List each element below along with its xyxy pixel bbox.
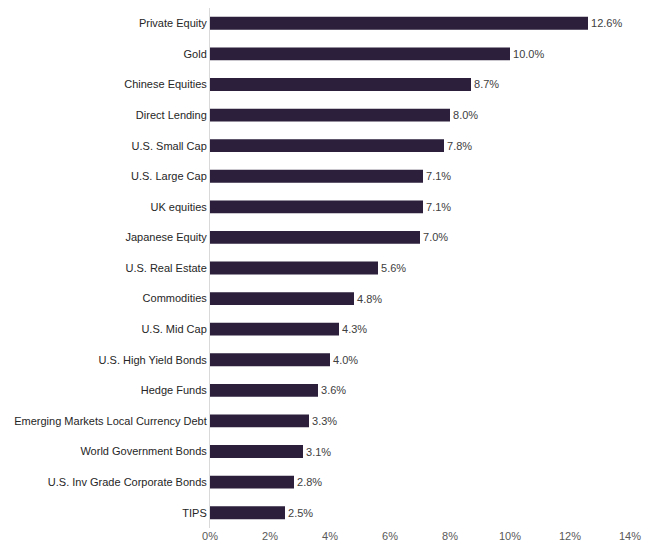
svg-text:10.0%: 10.0%	[513, 48, 544, 60]
svg-text:Direct Lending: Direct Lending	[136, 109, 207, 121]
svg-text:4.8%: 4.8%	[357, 293, 382, 305]
svg-text:Japanese Equity: Japanese Equity	[125, 231, 207, 243]
svg-text:8.7%: 8.7%	[474, 78, 499, 90]
svg-text:U.S. Small Cap: U.S. Small Cap	[132, 140, 207, 152]
svg-text:4%: 4%	[322, 530, 338, 542]
svg-text:2.8%: 2.8%	[297, 476, 322, 488]
svg-text:7.1%: 7.1%	[426, 201, 451, 213]
svg-text:14%: 14%	[619, 530, 641, 542]
svg-text:3.6%: 3.6%	[321, 384, 346, 396]
svg-text:5.6%: 5.6%	[381, 262, 406, 274]
svg-text:7.8%: 7.8%	[447, 140, 472, 152]
svg-text:U.S. Mid Cap: U.S. Mid Cap	[141, 323, 206, 335]
svg-text:U.S. Inv Grade Corporate Bonds: U.S. Inv Grade Corporate Bonds	[48, 476, 207, 488]
svg-text:10%: 10%	[499, 530, 521, 542]
svg-text:7.0%: 7.0%	[423, 231, 448, 243]
svg-text:8%: 8%	[442, 530, 458, 542]
svg-text:3.1%: 3.1%	[306, 446, 331, 458]
svg-text:Commodities: Commodities	[143, 292, 208, 304]
svg-text:0%: 0%	[202, 530, 218, 542]
svg-text:4.3%: 4.3%	[342, 323, 367, 335]
svg-text:Private Equity: Private Equity	[139, 17, 207, 29]
svg-text:4.0%: 4.0%	[333, 354, 358, 366]
svg-text:Gold: Gold	[184, 48, 207, 60]
svg-text:7.1%: 7.1%	[426, 170, 451, 182]
svg-text:U.S. Large Cap: U.S. Large Cap	[131, 170, 207, 182]
svg-text:6%: 6%	[382, 530, 398, 542]
svg-text:8.0%: 8.0%	[453, 109, 478, 121]
svg-text:12.6%: 12.6%	[591, 17, 622, 29]
svg-text:U.S. High Yield Bonds: U.S. High Yield Bonds	[99, 354, 208, 366]
svg-text:Emerging Markets Local Currenc: Emerging Markets Local Currency Debt	[14, 415, 207, 427]
svg-text:TIPS: TIPS	[182, 507, 206, 519]
svg-text:12%: 12%	[559, 530, 581, 542]
svg-text:U.S. Real Estate: U.S. Real Estate	[125, 262, 206, 274]
svg-text:3.3%: 3.3%	[312, 415, 337, 427]
svg-text:2%: 2%	[262, 530, 278, 542]
svg-text:Hedge Funds: Hedge Funds	[141, 384, 208, 396]
svg-text:UK equities: UK equities	[151, 201, 208, 213]
svg-text:Chinese Equities: Chinese Equities	[124, 78, 207, 90]
svg-text:World Government Bonds: World Government Bonds	[80, 445, 207, 457]
svg-text:2.5%: 2.5%	[288, 507, 313, 519]
